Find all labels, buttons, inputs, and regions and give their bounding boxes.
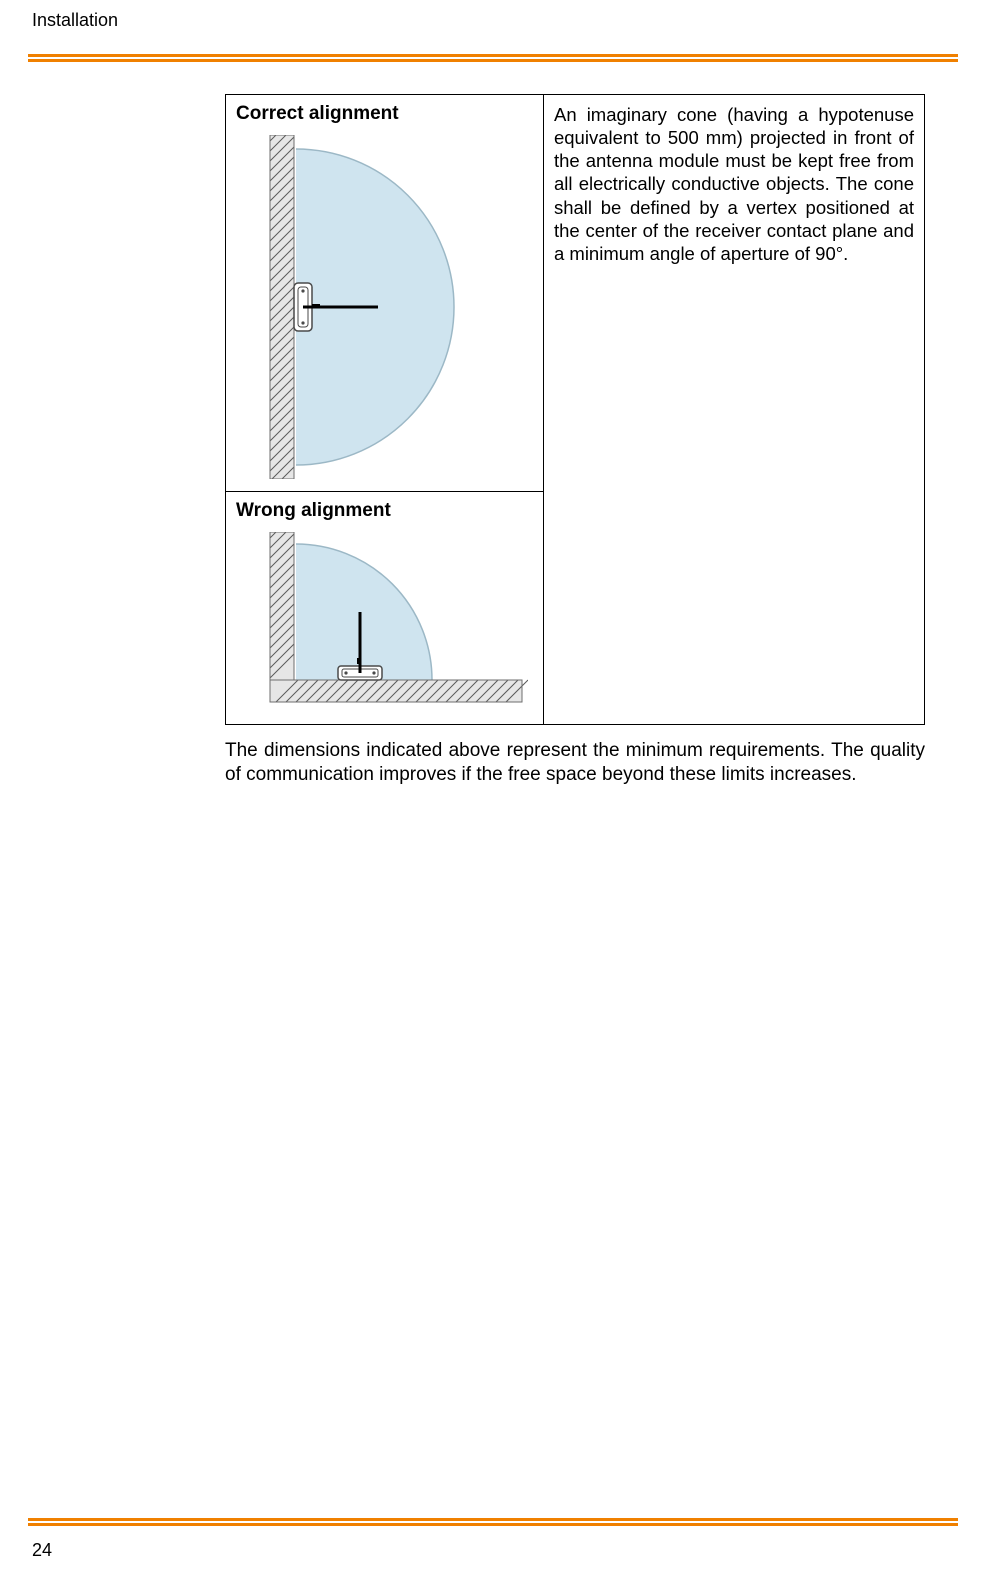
module-dot	[301, 289, 304, 292]
module-dot	[301, 321, 304, 324]
cone-fill-wrong	[296, 544, 432, 680]
correct-diagram-svg	[238, 135, 528, 479]
bottom-rule	[28, 1518, 958, 1526]
wrong-diagram-svg	[238, 532, 528, 712]
module-dot-w	[372, 671, 375, 674]
top-rule	[28, 54, 958, 62]
wrong-alignment-title: Wrong alignment	[236, 500, 533, 522]
wrong-alignment-figure	[236, 528, 533, 714]
correct-alignment-cell: Correct alignment	[226, 95, 544, 492]
description-text: An imaginary cone (having a hypotenuse e…	[554, 103, 914, 265]
correct-alignment-title: Correct alignment	[236, 103, 533, 125]
module-dot-w	[344, 671, 347, 674]
footnote-text: The dimensions indicated above represent…	[225, 739, 925, 787]
page-header-title: Installation	[32, 10, 118, 31]
correct-alignment-figure	[236, 131, 533, 481]
alignment-table: Correct alignment	[225, 94, 925, 725]
wrong-alignment-cell: Wrong alignment	[226, 492, 544, 725]
page-number: 24	[32, 1540, 52, 1561]
description-cell: An imaginary cone (having a hypotenuse e…	[543, 95, 924, 725]
content-area: Correct alignment	[225, 94, 925, 787]
table-row: Correct alignment	[226, 95, 925, 492]
